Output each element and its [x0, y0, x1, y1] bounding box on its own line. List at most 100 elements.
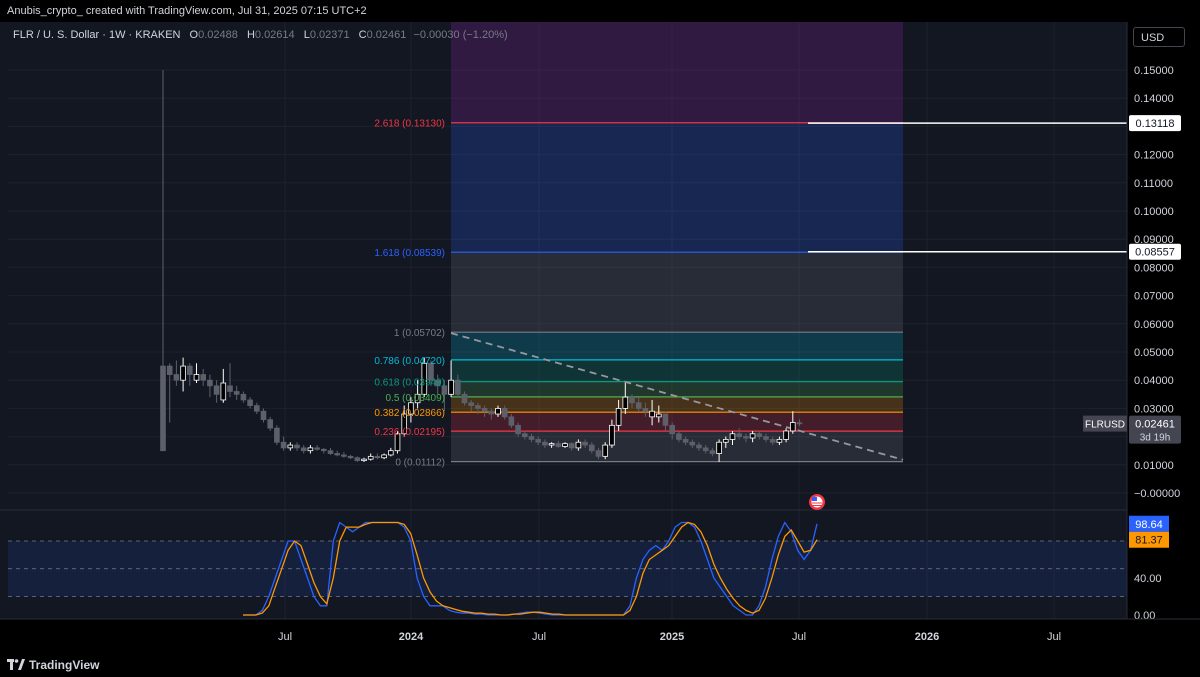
candle	[334, 450, 340, 457]
candle	[300, 445, 307, 454]
candle	[756, 430, 763, 440]
candle	[622, 383, 629, 415]
candle	[233, 385, 240, 400]
candle-body	[729, 433, 736, 440]
candle-body	[709, 450, 716, 454]
candle-body	[555, 443, 562, 447]
candle-body	[441, 385, 448, 395]
candle	[635, 397, 642, 412]
candle-body	[595, 450, 602, 457]
candle-body	[387, 450, 394, 456]
candle-body	[367, 455, 374, 460]
candle	[361, 457, 367, 462]
price-tick-label: 0.09000	[1134, 234, 1174, 246]
candle-body	[649, 410, 655, 418]
candle-body	[428, 362, 434, 381]
candle	[267, 416, 273, 431]
candle	[253, 402, 260, 415]
candlestick-series	[160, 70, 803, 462]
time-tick-label: Jul	[278, 631, 292, 643]
candle-body	[414, 393, 421, 404]
candle-body	[227, 385, 233, 392]
candle-body	[783, 430, 789, 440]
change-value: −0.00030 (−1.20%)	[413, 29, 507, 41]
candle	[542, 439, 548, 448]
candle	[381, 453, 387, 460]
trendline[interactable]	[450, 332, 904, 461]
candle-body	[220, 382, 227, 401]
candle-body	[207, 379, 213, 387]
candle	[220, 368, 227, 403]
candle-body	[461, 393, 468, 404]
stoch-band-fill	[8, 541, 1127, 597]
time-tick-label: 2024	[399, 631, 424, 643]
fib-level-label: 0.5 (0.03409)	[386, 393, 446, 404]
candle-body	[307, 447, 314, 452]
candle	[475, 402, 481, 415]
candle-body	[180, 365, 186, 381]
bar-countdown: 3d 19h	[1140, 433, 1171, 444]
candle-body	[274, 427, 280, 443]
candle	[609, 419, 615, 448]
candle-body	[582, 441, 588, 446]
candle-body	[381, 454, 387, 459]
candle	[207, 374, 213, 398]
price-marker-label: 0.13118	[1136, 118, 1175, 130]
tradingview-brand: TradingView	[29, 658, 100, 672]
candle-body	[763, 436, 769, 440]
candle	[294, 442, 300, 451]
candle	[374, 453, 381, 460]
time-tick-label: Jul	[1047, 631, 1061, 643]
fib-level-label: 2.618 (0.13130)	[374, 119, 445, 130]
chart-background	[0, 22, 1200, 652]
price-tick-label: −0.00000	[1134, 488, 1180, 500]
candle-body	[347, 455, 354, 459]
candle	[240, 391, 247, 403]
candle-body	[542, 441, 548, 446]
candle-body	[173, 374, 180, 381]
candle	[488, 408, 495, 420]
fib-zone	[451, 381, 903, 397]
candle-body	[320, 448, 327, 452]
candle-body	[535, 439, 541, 443]
price-tick-label: 0.12000	[1134, 150, 1174, 162]
open-label: O	[190, 29, 199, 41]
candle	[287, 442, 294, 451]
candle-body	[629, 396, 635, 404]
price-marker	[1129, 115, 1181, 132]
candle-body	[676, 433, 682, 440]
candle	[575, 439, 582, 451]
candle-body	[488, 410, 495, 415]
currency-button[interactable]: USD	[1133, 27, 1185, 47]
candle	[642, 402, 649, 417]
symbol-badge-label: FLRUSD	[1085, 420, 1125, 431]
candle-body	[408, 402, 414, 415]
close-value: 0.02461	[367, 29, 407, 41]
fib-zone	[451, 252, 903, 333]
tradingview-logo[interactable]: TradingView	[7, 657, 99, 673]
candle-body	[267, 419, 273, 429]
time-axis[interactable]: Jul 2024 Jul 2025 Jul 2026 Jul	[0, 618, 1200, 652]
candle	[307, 445, 314, 454]
candle	[320, 447, 327, 454]
candle-body	[568, 443, 575, 449]
candle	[481, 405, 488, 417]
candle-body	[475, 405, 481, 409]
candle-body	[481, 407, 488, 412]
price-tick-label: 0.06000	[1134, 319, 1174, 331]
price-extension-lines	[808, 122, 1127, 253]
candle	[227, 363, 233, 398]
candle	[166, 363, 173, 423]
candle-body	[575, 441, 582, 449]
price-axis[interactable]: 0.150000.140000.130000.120000.110000.100…	[1083, 22, 1200, 632]
candle	[454, 374, 461, 398]
candle-body	[508, 416, 515, 426]
candle	[535, 436, 541, 446]
candle	[414, 380, 421, 409]
candle-body	[696, 444, 702, 449]
us-flag-event-icon[interactable]	[809, 494, 825, 510]
candle-body	[374, 455, 381, 459]
stoch-k-value: 98.64	[1135, 519, 1163, 531]
time-tick-label: 2026	[915, 631, 939, 643]
price-chart[interactable]: 2.618 (0.13130) 1.618 (0.08539) 1 (0.05702…	[0, 22, 1200, 652]
